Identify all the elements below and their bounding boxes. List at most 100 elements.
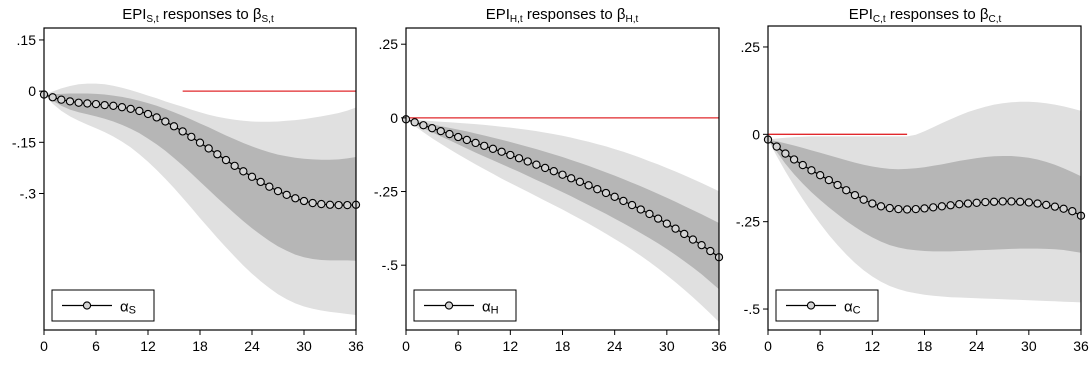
panel-2-point <box>427 124 437 133</box>
panel-2-point <box>523 157 532 166</box>
panel-3-point <box>772 142 781 151</box>
panel-2-point <box>645 209 654 219</box>
panel-3-point <box>929 203 938 212</box>
panel-3-point <box>807 166 816 175</box>
panel-2-point <box>601 188 611 198</box>
panel-3-legend-symbol: α <box>844 299 853 316</box>
panel-3-inner-confidence-band <box>768 139 1081 253</box>
panel-3-point <box>859 195 868 204</box>
panel-2-point <box>653 214 663 223</box>
panel-1-point <box>74 98 83 107</box>
panel-1-point <box>143 109 153 119</box>
panel-3-point <box>902 205 912 214</box>
panel-3-title: EPIC,t responses to βC,t <box>849 6 1002 25</box>
panel-2-point <box>636 205 645 214</box>
panel-1-legend-sub: S <box>129 305 136 317</box>
panel-1-title-sub2: S,t <box>262 14 274 25</box>
panel-2-point <box>497 147 506 156</box>
panel-1-point <box>343 200 352 210</box>
panel-1-inner-confidence-band <box>44 93 356 261</box>
panel-3-point <box>989 197 999 206</box>
panel-3-point <box>946 201 955 210</box>
panel-3-y-tick-label: -.5 <box>744 301 761 317</box>
panel-1-x-tick-label: 36 <box>348 338 364 354</box>
panel-1-title: EPIS,t responses to βS,t <box>122 6 274 25</box>
panel-2-point <box>462 135 472 145</box>
panel-3-point <box>1068 207 1077 216</box>
panel-2-point <box>697 240 706 250</box>
panel-1-point <box>83 99 92 108</box>
panel-2-legend-symbol: α <box>482 299 491 316</box>
panel-1-x-tick-label: 18 <box>192 338 208 354</box>
panel-3-point <box>850 190 860 200</box>
panel-1-point <box>117 103 127 112</box>
panel-1-legend-label: αS <box>120 299 136 317</box>
panel-2-x-tick-label: 6 <box>454 338 462 354</box>
panel-1-y-tick-label: -.3 <box>20 186 37 202</box>
panel-2-point <box>410 118 419 127</box>
panel-1-legend: αS <box>51 289 155 322</box>
panel-2-x-tick-label: 30 <box>659 338 675 354</box>
panel-2-point <box>610 192 619 201</box>
panel-2-y-tick-label: .25 <box>379 36 399 52</box>
panel-3-title-sub: C,t <box>873 14 886 25</box>
panel-2: EPIH,t responses to βH,t.250-.25-.50 6 12 1… <box>374 6 727 354</box>
panel-3-point <box>833 180 842 190</box>
panel-1-point <box>273 186 283 196</box>
panel-2-y-tick-label: 0 <box>390 110 398 126</box>
panel-1-point <box>48 93 57 102</box>
panel-1-point <box>221 155 231 165</box>
panel-1-point <box>247 172 257 181</box>
panel-1-point <box>100 100 109 110</box>
panel-2-outer-confidence-band <box>406 119 719 322</box>
panel-1-point <box>282 190 291 200</box>
panel-2-point <box>680 229 689 239</box>
panel-2-point <box>436 126 445 136</box>
panel-1-point <box>213 150 222 159</box>
panel-2-point <box>671 224 680 233</box>
panel-2-x-tick-label: 12 <box>503 338 519 354</box>
panel-3-point <box>824 175 834 185</box>
panel-1-point <box>256 177 265 187</box>
panel-3-point <box>955 200 964 209</box>
panel-2-point <box>471 138 480 148</box>
panel-2-point <box>549 167 558 176</box>
panel-3-point <box>963 199 973 208</box>
panel-1-point <box>230 161 239 171</box>
panel-3-point <box>1033 199 1042 208</box>
panel-2-x-tick-label: 36 <box>711 338 727 354</box>
panel-1-point <box>204 144 213 153</box>
panel-3-point <box>911 204 920 214</box>
panel-2-point <box>480 141 489 151</box>
panel-3-point <box>894 204 903 214</box>
panel-1-point <box>57 95 66 104</box>
panel-2-point <box>454 132 463 142</box>
panel-3-point <box>842 186 851 195</box>
panel-3-legend: αC <box>775 289 879 322</box>
panel-2-title-main: EPI <box>486 6 510 23</box>
panel-1-legend-symbol: α <box>120 299 129 316</box>
panel-2-point <box>506 150 515 160</box>
panel-2-point <box>445 129 454 139</box>
panel-3: EPIC,t responses to βC,t.250-.25-.50 6 12 1… <box>736 6 1089 354</box>
panel-1-outer-confidence-band <box>44 83 356 315</box>
panel-1-point <box>187 132 196 142</box>
panel-2-point <box>627 200 637 210</box>
panel-1-point <box>265 182 274 191</box>
panel-3-point <box>1024 198 1033 207</box>
panel-1-x-tick-label: 12 <box>140 338 156 354</box>
panel-2-inner-confidence-band <box>406 119 719 290</box>
panel-2-title: EPIH,t responses to βH,t <box>486 6 639 25</box>
panel-2-x-tick-label: 0 <box>402 338 410 354</box>
panel-2-point <box>584 181 593 190</box>
panel-1-point <box>334 200 343 210</box>
panel-2-y-tick-label: -.25 <box>374 184 398 200</box>
panel-2-legend-marker <box>444 301 454 310</box>
panel-3-x-tick-label: 36 <box>1073 338 1089 354</box>
panel-2-point <box>514 154 524 163</box>
panel-3-point <box>868 199 877 208</box>
panel-1-point <box>308 198 317 208</box>
panel-3-title-sub2: C,t <box>989 14 1002 25</box>
